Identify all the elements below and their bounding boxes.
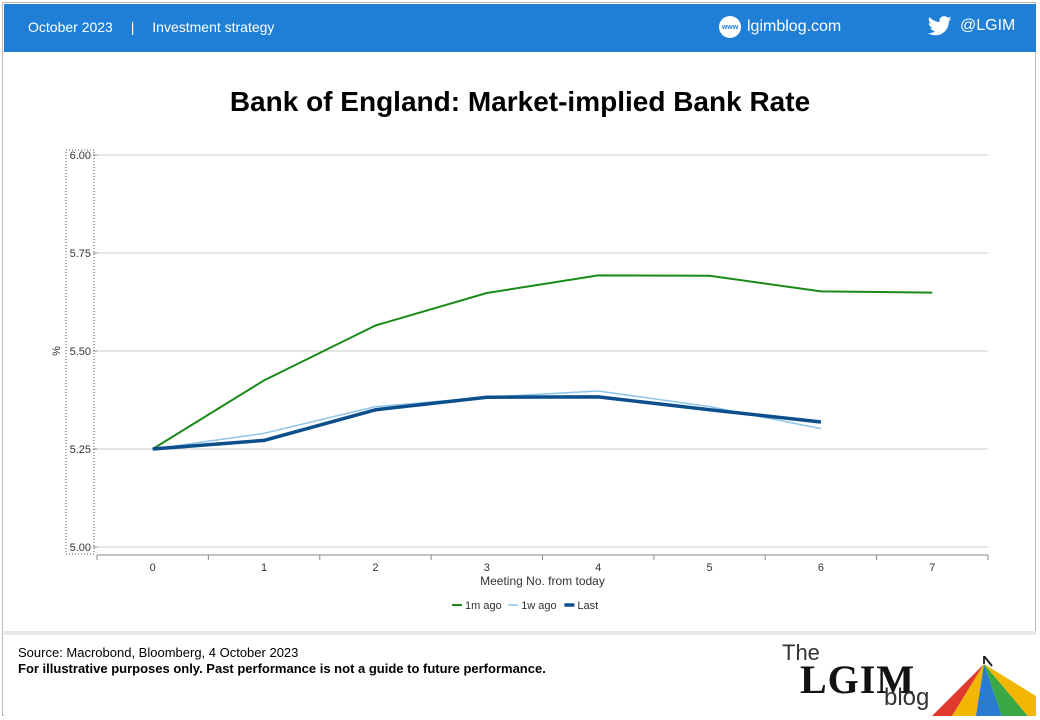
www-globe-icon: www [719,16,741,38]
y-tick-label: 5.00 [70,542,91,554]
x-axis-label: Meeting No. from today [480,574,605,588]
legend-label: 1m ago [465,600,502,612]
header-section: Investment strategy [152,19,275,35]
twitter-bird-icon [928,16,952,36]
x-tick-label: 7 [929,562,935,574]
series-line-last [152,395,822,451]
lgim-blog-logo: The LGIM blog [780,640,940,716]
x-tick-label: 6 [818,562,824,574]
y-tick-label: 5.50 [70,346,91,358]
source-note: Source: Macrobond, Bloomberg, 4 October … [18,645,299,660]
header-date: October 2023 [28,19,113,35]
y-tick-label: 6.00 [70,150,91,162]
legend-label: Last [577,600,598,612]
series-line-1m-ago [152,274,933,450]
logo-lgim: LGIM [800,657,916,702]
legend-label: 1w ago [521,600,556,612]
y-tick-label: 5.25 [70,444,91,456]
logo-blog: blog [884,684,930,711]
y-axis-label: % [51,346,63,356]
header-bar: October 2023 | Investment strategy www l… [4,4,1036,52]
y-tick-label: 5.75 [70,248,91,260]
umbrella-icon [932,656,1036,716]
logo-the: The [782,640,820,665]
x-tick-label: 1 [261,562,267,574]
x-tick-label: 0 [150,562,156,574]
header-left: October 2023 | Investment strategy [28,19,274,35]
disclaimer-note: For illustrative purposes only. Past per… [18,661,546,676]
x-tick-label: 3 [484,562,490,574]
site-link[interactable]: www lgimblog.com [719,16,841,38]
twitter-handle: @LGIM [960,17,1016,34]
header-separator: | [130,19,135,35]
x-tick-label: 2 [372,562,378,574]
chart-title: Bank of England: Market-implied Bank Rat… [229,86,811,117]
x-tick-label: 4 [595,562,601,574]
site-label: lgimblog.com [747,18,842,35]
line-chart: 5.00 5.25 5.50 5.75 6.00 0 1 2 3 4 5 6 7 Meeting No. … [51,149,989,612]
footer-band [4,631,1036,720]
x-tick-label: 5 [707,562,713,574]
twitter-link[interactable]: @LGIM [928,16,1015,36]
